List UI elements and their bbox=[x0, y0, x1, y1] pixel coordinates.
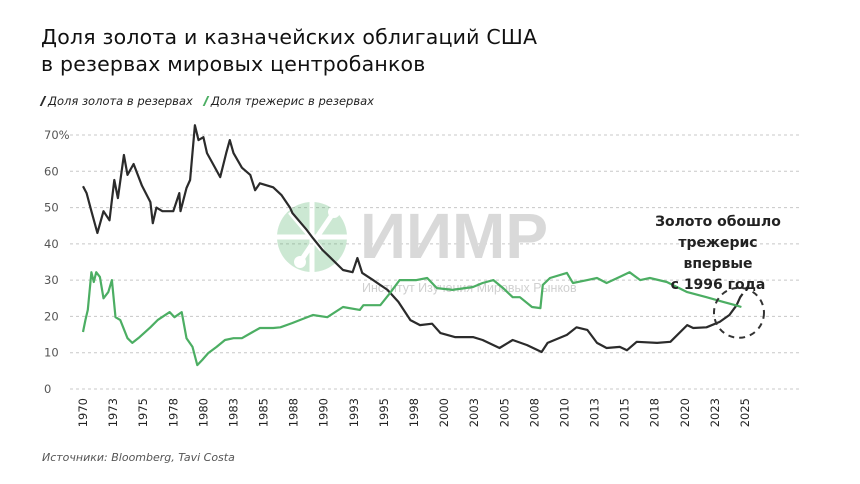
legend: Доля золота в резервах Доля трежерис в р… bbox=[39, 94, 374, 108]
y-tick-label: 60 bbox=[44, 164, 59, 178]
legend-label-gold: Доля золота в резервах bbox=[48, 94, 193, 108]
x-tick-label: 2008 bbox=[527, 398, 541, 427]
y-tick-label: 0 bbox=[44, 382, 51, 396]
x-tick-label: 2010 bbox=[557, 398, 571, 427]
annotation: Золото обошло трежерис впервые с 1996 го… bbox=[648, 212, 788, 296]
chart-title-line-1: Доля золота и казначейских облигаций США bbox=[41, 25, 538, 49]
legend-label-treasury: Доля трежерис в резервах bbox=[210, 94, 374, 108]
watermark-logo-text: ИИМР bbox=[360, 200, 548, 272]
y-tick-label: 50 bbox=[44, 201, 59, 215]
y-tick-label: 20 bbox=[44, 309, 59, 323]
x-tick-label: 1983 bbox=[226, 398, 240, 427]
watermark: ИИМР Институт Изучения Мировых Рынков bbox=[277, 200, 577, 295]
x-tick-label: 2003 bbox=[467, 398, 481, 427]
x-tick-label: 2018 bbox=[648, 398, 662, 427]
y-tick-label: 40 bbox=[44, 237, 59, 251]
x-tick-label: 1973 bbox=[106, 398, 120, 427]
x-tick-label: 2023 bbox=[708, 398, 722, 427]
x-tick-label: 2005 bbox=[497, 398, 511, 427]
x-tick-label: 1978 bbox=[166, 398, 180, 427]
annotation-line-3: с 1996 года bbox=[670, 277, 766, 293]
x-tick-label: 1985 bbox=[257, 398, 271, 427]
chart-title: Доля золота и казначейских облигаций США… bbox=[41, 24, 537, 78]
annotation-line-1: Золото обошло bbox=[655, 214, 781, 230]
x-tick-label: 2000 bbox=[437, 398, 451, 427]
x-tick-label: 2025 bbox=[738, 398, 752, 427]
x-tick-label: 1998 bbox=[407, 398, 421, 427]
x-tick-label: 1988 bbox=[287, 398, 301, 427]
y-tick-label: 30 bbox=[44, 273, 59, 287]
legend-item-gold: Доля золота в резервах bbox=[39, 94, 193, 108]
x-tick-label: 1995 bbox=[377, 398, 391, 427]
annotation-circle bbox=[712, 286, 765, 339]
source-note: Источники: Bloomberg, Tavi Costa bbox=[42, 451, 235, 464]
x-tick-label: 2015 bbox=[618, 398, 632, 427]
legend-item-treasury: Доля трежерис в резервах bbox=[202, 94, 374, 108]
x-tick-label: 1990 bbox=[317, 398, 331, 427]
x-tick-label: 2013 bbox=[588, 398, 602, 427]
x-tick-label: 2020 bbox=[678, 398, 692, 427]
x-tick-label: 1993 bbox=[347, 398, 361, 427]
annotation-line-2: трежерис впервые bbox=[678, 235, 758, 272]
y-tick-label: 10 bbox=[44, 346, 59, 360]
y-tick-label: 70% bbox=[44, 128, 70, 142]
treasury-share-line bbox=[81, 271, 742, 367]
x-tick-label: 1975 bbox=[136, 398, 150, 427]
chart-title-line-2: в резервах мировых центробанков bbox=[41, 52, 426, 76]
gold-share-line bbox=[82, 124, 744, 354]
x-tick-label: 1980 bbox=[196, 398, 210, 427]
x-tick-label: 1970 bbox=[76, 398, 90, 427]
